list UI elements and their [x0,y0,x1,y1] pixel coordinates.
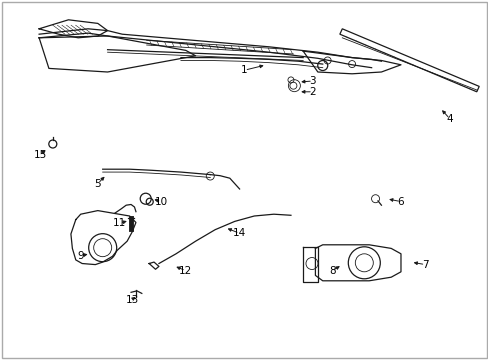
Text: 8: 8 [328,266,335,276]
Text: 15: 15 [33,150,47,160]
Text: 1: 1 [241,65,247,75]
Text: 6: 6 [397,197,404,207]
Text: 13: 13 [125,294,139,305]
Text: 11: 11 [113,218,126,228]
Text: 2: 2 [309,87,316,97]
Text: 5: 5 [94,179,101,189]
Text: 9: 9 [77,251,84,261]
Text: 10: 10 [155,197,167,207]
Text: 3: 3 [309,76,316,86]
Text: 14: 14 [232,228,246,238]
Text: 12: 12 [179,266,192,276]
Text: 7: 7 [421,260,428,270]
Text: 4: 4 [446,114,452,124]
